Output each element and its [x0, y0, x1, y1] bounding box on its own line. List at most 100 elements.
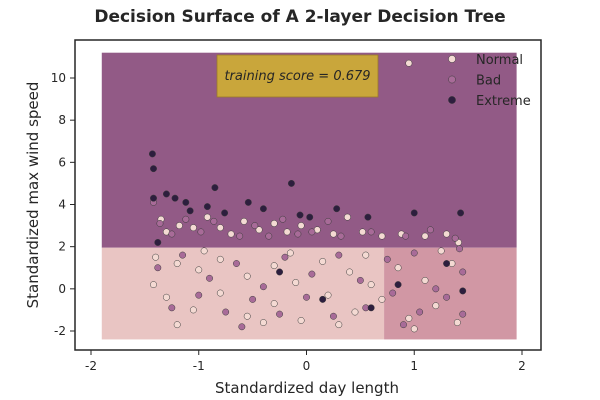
legend-marker-bad — [448, 75, 456, 84]
point-bad-28 — [410, 249, 418, 257]
y-tick-label: -2 — [54, 324, 66, 338]
point-bad-23 — [281, 253, 289, 261]
y-tick-label: 6 — [58, 155, 66, 169]
point-normal-28 — [292, 279, 300, 286]
point-extreme-7 — [203, 203, 211, 211]
point-bad-36 — [303, 293, 310, 301]
point-normal-36 — [189, 306, 197, 314]
y-axis-label: Standardized max wind speed — [24, 82, 42, 309]
point-extreme-18 — [457, 209, 465, 217]
y-axis-ticks: -2 0 2 4 6 8 10 — [51, 71, 75, 338]
point-bad-31 — [168, 304, 176, 312]
point-bad-5 — [210, 217, 218, 225]
score-annotation-box — [216, 54, 379, 98]
point-bad-26 — [356, 276, 364, 284]
legend-label-bad: Bad — [476, 74, 501, 89]
point-bad-24 — [308, 270, 316, 278]
point-extreme-0 — [148, 150, 156, 158]
plot-frame — [74, 39, 542, 351]
point-normal-49 — [335, 321, 343, 329]
point-normal-46 — [453, 319, 461, 327]
point-normal-19 — [443, 230, 451, 238]
point-extreme-21 — [276, 268, 284, 276]
point-normal-54 — [437, 247, 445, 255]
point-normal-38 — [243, 312, 251, 320]
point-normal-26 — [243, 272, 251, 280]
point-bad-44 — [400, 321, 407, 329]
point-bad-11 — [308, 228, 316, 236]
point-extreme-9 — [221, 209, 229, 217]
point-bad-1 — [156, 220, 164, 227]
x-tick-label: -1 — [193, 359, 205, 373]
point-bad-9 — [279, 215, 287, 223]
point-extreme-20 — [367, 304, 375, 312]
point-extreme-16 — [364, 213, 372, 221]
point-normal-29 — [319, 257, 327, 265]
legend-marker-normal — [448, 55, 456, 63]
point-normal-35 — [162, 293, 170, 301]
x-axis-label: Standardized day length — [215, 379, 399, 397]
point-normal-31 — [367, 281, 375, 289]
point-normal-50 — [410, 325, 418, 333]
point-extreme-17 — [410, 209, 418, 217]
point-extreme-19 — [443, 260, 451, 267]
point-bad-35 — [276, 310, 284, 318]
y-tick-label: 4 — [58, 198, 66, 212]
x-tick-label: 1 — [410, 359, 418, 373]
point-extreme-25 — [394, 281, 402, 289]
point-bad-7 — [251, 222, 259, 230]
point-bad-30 — [459, 268, 467, 276]
point-bad-12 — [324, 217, 332, 225]
point-bad-2 — [168, 230, 176, 238]
point-normal-5 — [216, 224, 224, 232]
point-bad-40 — [416, 308, 424, 316]
point-normal-24 — [195, 266, 203, 274]
point-normal-47 — [173, 321, 181, 329]
point-normal-53 — [362, 251, 370, 259]
point-extreme-10 — [244, 198, 252, 206]
point-normal-37 — [216, 289, 224, 297]
point-bad-21 — [233, 260, 240, 267]
point-bad-15 — [402, 232, 410, 240]
score-annotation: training score = 0.679 — [216, 54, 379, 98]
point-normal-14 — [343, 213, 351, 221]
point-normal-3 — [189, 224, 197, 232]
point-extreme-8 — [211, 184, 219, 192]
point-extreme-15 — [333, 205, 341, 213]
point-bad-13 — [337, 232, 345, 240]
point-normal-7 — [240, 217, 248, 225]
point-normal-40 — [297, 317, 305, 324]
point-bad-45 — [238, 323, 246, 331]
point-extreme-3 — [162, 190, 170, 198]
y-tick-label: 2 — [58, 240, 66, 254]
y-tick-label: 8 — [58, 113, 66, 127]
point-normal-41 — [324, 291, 332, 299]
point-bad-32 — [195, 291, 203, 299]
point-extreme-2 — [150, 194, 157, 202]
score-annotation-text: training score = 0.679 — [224, 69, 370, 84]
point-extreme-23 — [459, 287, 467, 295]
point-normal-10 — [283, 228, 291, 236]
point-normal-43 — [378, 295, 386, 303]
point-normal-2 — [175, 222, 183, 230]
point-normal-52 — [286, 249, 294, 257]
point-bad-41 — [443, 293, 451, 301]
point-bad-29 — [432, 285, 440, 293]
point-normal-55 — [150, 281, 157, 289]
point-normal-8 — [255, 226, 263, 234]
point-bad-20 — [206, 274, 213, 282]
y-tick-label: 10 — [51, 71, 66, 85]
point-normal-45 — [432, 302, 440, 310]
point-extreme-22 — [319, 295, 327, 303]
point-bad-3 — [182, 215, 190, 223]
point-bad-39 — [389, 289, 397, 297]
point-normal-39 — [270, 300, 278, 308]
x-tick-label: -2 — [85, 359, 97, 373]
point-bad-14 — [367, 228, 375, 236]
point-normal-9 — [270, 220, 278, 227]
point-bad-33 — [222, 308, 230, 316]
x-tick-label: 2 — [518, 359, 526, 373]
point-extreme-5 — [182, 198, 190, 206]
point-normal-27 — [270, 262, 278, 270]
